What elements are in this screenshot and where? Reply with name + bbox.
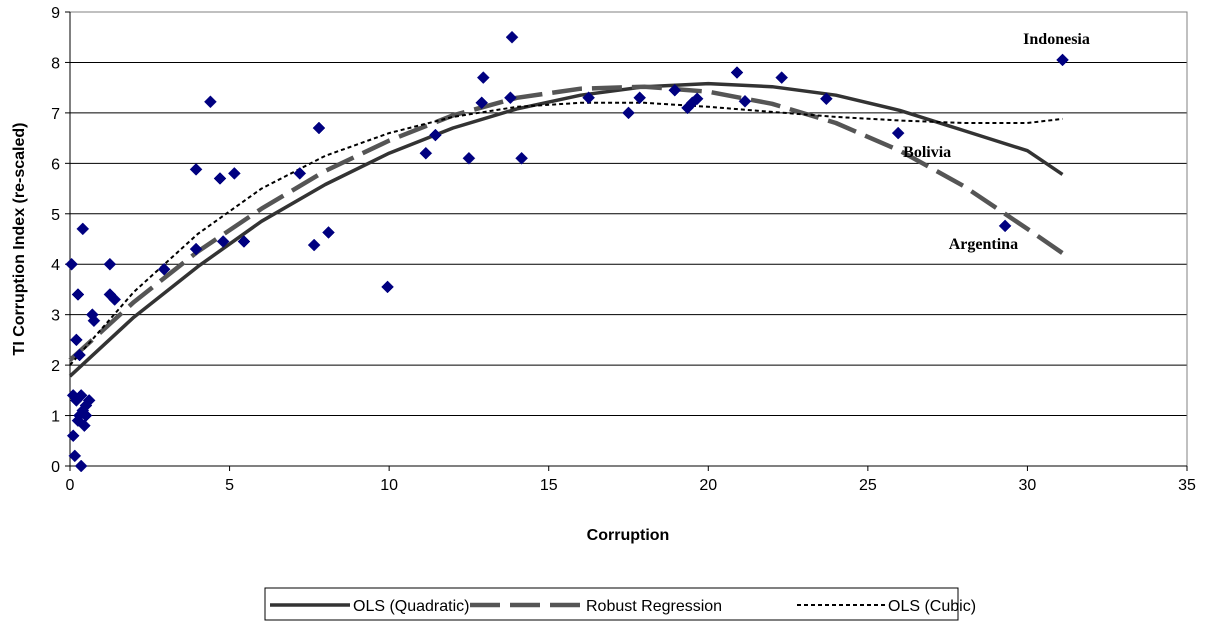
data-point (475, 96, 489, 110)
data-point (189, 242, 203, 256)
data-point (216, 235, 230, 248)
x-tick-label: 10 (380, 477, 398, 494)
data-point (582, 91, 595, 105)
data-point (307, 238, 321, 252)
legend-label: OLS (Quadratic) (353, 598, 469, 615)
data-point (70, 333, 83, 347)
y-tick-label: 1 (51, 409, 60, 426)
axes (69, 12, 1187, 467)
data-point (891, 126, 905, 140)
x-tick-label: 20 (699, 477, 717, 494)
point-annotation: Bolivia (903, 144, 951, 161)
data-point (237, 235, 251, 248)
data-point (322, 226, 335, 239)
data-point (108, 293, 122, 306)
data-point (74, 389, 88, 402)
data-point (820, 92, 833, 106)
data-point (68, 449, 82, 463)
data-point (730, 66, 744, 79)
series-line (69, 101, 1063, 366)
x-tick-labels: 0 5 10 15 20 25 30 35 (66, 466, 1196, 494)
data-point (312, 121, 326, 135)
y-tick-label: 4 (51, 257, 60, 274)
legend-label: Robust Regression (586, 598, 722, 615)
data-point (66, 429, 80, 443)
x-tick-label: 0 (66, 477, 75, 494)
data-point (504, 91, 517, 105)
legend-label: OLS (Cubic) (888, 598, 976, 615)
data-point (213, 172, 227, 185)
y-tick-label: 7 (51, 106, 60, 123)
data-point (204, 95, 217, 109)
data-point (1056, 53, 1069, 67)
y-tick-labels: 0 1 2 3 4 5 6 7 8 9 (51, 5, 70, 476)
data-point (157, 262, 171, 276)
data-point (775, 71, 789, 84)
data-point (476, 71, 490, 84)
gridlines (70, 11, 1187, 417)
data-point (998, 219, 1012, 233)
data-point (228, 167, 241, 180)
data-point (71, 288, 85, 301)
data-point (668, 83, 682, 97)
data-point (87, 314, 101, 328)
series-line (68, 81, 1064, 378)
data-point (189, 163, 203, 176)
data-point (76, 222, 90, 236)
data-point (73, 348, 86, 362)
x-tick-label: 25 (859, 477, 877, 494)
y-tick-label: 8 (51, 55, 60, 72)
series-line (68, 84, 1064, 362)
x-tick-label: 35 (1178, 477, 1196, 494)
y-tick-label: 5 (51, 207, 60, 224)
y-tick-label: 2 (51, 358, 60, 375)
data-point (633, 91, 647, 105)
legend: OLS (Quadratic) Robust Regression OLS (Cub… (264, 587, 976, 621)
data-point (515, 151, 528, 165)
y-tick-label: 0 (51, 459, 60, 476)
x-tick-label: 30 (1019, 477, 1037, 494)
x-tick-label: 5 (225, 477, 234, 494)
y-tick-label: 6 (51, 156, 60, 173)
data-point (79, 409, 93, 422)
data-points (65, 30, 1069, 473)
data-point (65, 257, 78, 271)
data-point (690, 92, 704, 106)
annotations: Indonesia Bolivia Argentina (903, 31, 1090, 253)
fit-lines (68, 81, 1064, 378)
data-point (419, 146, 433, 160)
data-point (429, 128, 442, 142)
data-point (505, 30, 519, 44)
x-axis-title: Corruption (587, 527, 670, 544)
point-annotation: Argentina (949, 236, 1018, 253)
data-point (103, 257, 117, 271)
data-point (82, 394, 96, 407)
y-tick-label: 3 (51, 308, 60, 325)
data-point (622, 106, 635, 120)
data-point (293, 167, 307, 180)
y-tick-label: 9 (51, 5, 60, 22)
data-point (462, 151, 476, 165)
data-point (381, 280, 394, 294)
data-point (738, 94, 752, 108)
point-annotation: Indonesia (1023, 31, 1090, 48)
x-tick-label: 15 (540, 477, 558, 494)
data-point (78, 419, 91, 432)
data-point (74, 459, 88, 473)
y-axis-title: TI Corruption Index (re-scaled) (11, 123, 28, 356)
